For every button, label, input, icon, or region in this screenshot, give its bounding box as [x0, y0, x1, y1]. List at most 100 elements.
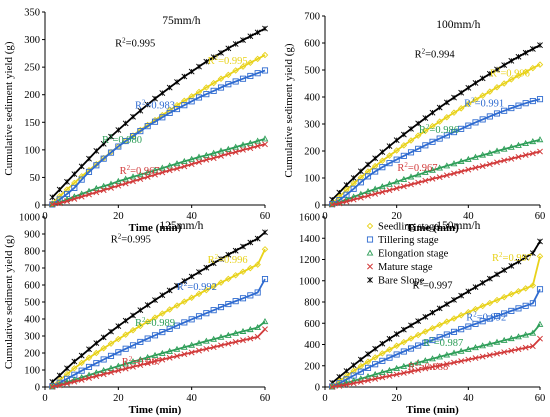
- data-point-tillering: [217, 304, 225, 311]
- x-tick-label: 0: [42, 393, 47, 404]
- data-point-mature: [429, 175, 436, 182]
- data-point-bare: [458, 89, 465, 96]
- data-point-bare: [393, 137, 400, 144]
- r2-label-seedling: R2=0.997: [492, 251, 532, 264]
- data-point-bare: [144, 101, 151, 108]
- data-point-bare: [262, 229, 268, 236]
- data-point-bare: [78, 352, 85, 359]
- data-point-elongation: [114, 177, 122, 184]
- data-point-bare: [508, 57, 515, 64]
- y-tick-label: 1000: [299, 276, 320, 287]
- data-point-seedling: [450, 109, 458, 116]
- data-point-tillering: [232, 298, 239, 305]
- data-point-bare: [508, 262, 515, 269]
- data-point-tillering: [203, 91, 210, 98]
- data-point-mature: [100, 187, 107, 194]
- x-axis-label: Time (min): [129, 222, 182, 234]
- data-point-mature: [49, 201, 56, 208]
- data-point-bare: [529, 250, 536, 257]
- data-point-tillering: [350, 185, 357, 192]
- data-point-tillering: [115, 349, 122, 356]
- data-point-tillering: [386, 354, 393, 361]
- chart-panel-2: 01002003004005006007000204060Time (min)C…: [283, 12, 545, 235]
- data-point-tillering: [78, 176, 85, 183]
- data-point-bare: [408, 125, 414, 132]
- data-point-tillering: [247, 292, 254, 299]
- data-point-bare: [522, 254, 529, 261]
- y-tick-label: 800: [304, 298, 320, 309]
- data-point-elongation: [515, 141, 522, 148]
- data-point-mature: [188, 161, 195, 168]
- data-point-seedling: [508, 290, 515, 298]
- data-point-bare: [152, 95, 158, 102]
- data-point-bare: [93, 340, 100, 347]
- r2-label-elongation: R2=0.986: [419, 123, 459, 136]
- data-point-elongation: [507, 143, 515, 150]
- data-point-elongation: [414, 359, 422, 366]
- data-point-tillering: [151, 332, 159, 339]
- data-point-tillering: [393, 156, 400, 163]
- data-point-seedling: [159, 310, 166, 317]
- data-point-bare: [501, 62, 508, 69]
- data-point-elongation: [210, 335, 218, 342]
- data-point-seedling: [137, 322, 144, 330]
- data-point-bare: [415, 318, 422, 325]
- y-tick-label: 300: [304, 120, 320, 131]
- data-point-seedling: [78, 359, 85, 367]
- y-tick-label: 200: [24, 90, 40, 101]
- data-point-mature: [479, 353, 486, 360]
- data-point-seedling: [217, 279, 225, 286]
- data-point-seedling: [493, 84, 501, 91]
- data-point-elongation: [173, 345, 181, 352]
- data-point-tillering: [159, 114, 166, 121]
- r2-label-elongation: R2=0.980: [102, 133, 142, 146]
- data-point-elongation: [254, 323, 262, 331]
- data-point-bare: [56, 186, 63, 193]
- legend-item-mature: Mature stage: [367, 262, 433, 273]
- data-point-seedling: [364, 358, 372, 365]
- data-point-seedling: [400, 142, 408, 149]
- data-point-elongation: [472, 344, 479, 351]
- data-point-mature: [329, 201, 336, 208]
- legend-label-bare: Bare Slope: [378, 276, 425, 287]
- data-point-mature: [232, 338, 239, 345]
- r2-label-elongation: R2=0.989: [135, 316, 175, 329]
- data-point-seedling: [144, 318, 151, 325]
- data-point-elongation: [364, 187, 372, 195]
- data-point-bare: [372, 345, 379, 352]
- series-tillering: R2=0.992: [49, 276, 269, 390]
- data-point-elongation: [210, 149, 218, 156]
- data-point-elongation: [479, 342, 487, 349]
- data-point-tillering: [93, 360, 100, 367]
- data-point-bare: [529, 46, 536, 52]
- data-point-bare: [122, 317, 129, 324]
- data-point-bare: [372, 155, 379, 162]
- data-point-bare: [108, 133, 114, 140]
- data-point-elongation: [100, 182, 108, 189]
- data-point-mature: [130, 178, 136, 185]
- series-elongation: R2=0.986: [328, 123, 544, 207]
- data-point-mature: [350, 196, 357, 203]
- data-point-elongation: [393, 364, 401, 371]
- data-point-tillering: [515, 102, 522, 109]
- data-point-mature: [115, 182, 122, 189]
- data-point-tillering: [415, 342, 422, 349]
- data-point-seedling: [225, 71, 232, 79]
- data-point-elongation: [180, 157, 188, 164]
- data-point-mature: [422, 177, 429, 184]
- data-point-elongation: [464, 155, 472, 162]
- data-point-bare: [522, 49, 529, 56]
- data-point-bare: [159, 90, 166, 96]
- data-point-tillering: [501, 310, 508, 317]
- data-point-mature: [422, 365, 429, 372]
- x-tick-label: 40: [186, 393, 197, 404]
- data-point-bare: [64, 365, 70, 372]
- data-point-seedling: [436, 118, 443, 125]
- data-point-seedling: [122, 331, 129, 338]
- data-point-elongation: [195, 153, 203, 160]
- series-elongation: R2=0.987: [328, 320, 544, 390]
- data-point-seedling: [371, 354, 379, 361]
- panel-title: 125mm/h: [159, 220, 203, 232]
- fit-line-mature: [52, 328, 266, 388]
- data-point-seedling: [85, 354, 93, 361]
